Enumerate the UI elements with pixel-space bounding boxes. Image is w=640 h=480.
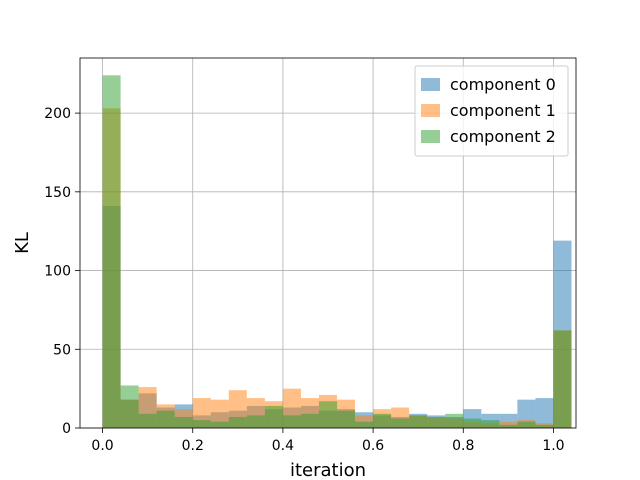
y-tick-label: 0 [62, 421, 71, 437]
legend-swatch [421, 78, 440, 91]
bar [192, 420, 211, 428]
x-tick-label: 0.4 [272, 438, 294, 454]
x-axis-label: iteration [290, 460, 366, 480]
bar [373, 413, 392, 428]
legend-swatch [421, 104, 440, 117]
series-2-bars [102, 75, 572, 428]
x-tick-label: 0.6 [362, 438, 384, 454]
legend-box [414, 65, 569, 157]
bar [300, 413, 319, 428]
bar [553, 330, 572, 428]
legend-swatch [421, 130, 440, 143]
bar [156, 410, 175, 428]
x-tick-label: 0.0 [91, 438, 113, 454]
x-tick-label: 1.0 [542, 438, 564, 454]
bars [102, 75, 572, 428]
bar [138, 413, 157, 428]
bar [463, 418, 482, 428]
legend: component 0 component 1 component 2 [414, 65, 569, 157]
y-tick-label: 150 [44, 185, 71, 201]
bar [535, 424, 554, 428]
y-tick-label: 100 [44, 264, 71, 280]
bar [499, 424, 518, 428]
bar [228, 416, 247, 428]
bar [517, 421, 536, 428]
bar [210, 399, 229, 428]
legend-label: component 2 [450, 127, 556, 146]
bar [427, 416, 446, 428]
x-tick-label: 0.8 [452, 438, 474, 454]
bar [481, 420, 500, 428]
x-tick-label: 0.2 [182, 438, 204, 454]
y-axis-label: KL [12, 232, 33, 254]
bar [264, 405, 283, 428]
plot-frame [79, 57, 577, 429]
bar [445, 413, 464, 428]
bar [210, 421, 229, 428]
bar [337, 410, 356, 428]
bar [391, 418, 410, 428]
bar [318, 401, 338, 428]
bar [282, 415, 301, 428]
bar [409, 415, 428, 428]
bar [102, 75, 121, 428]
legend-label: component 1 [450, 101, 556, 120]
y-tick-label: 200 [44, 106, 71, 122]
bar [120, 385, 139, 428]
bar [246, 415, 265, 428]
bar [174, 416, 193, 428]
bar [535, 398, 554, 428]
legend-label: component 0 [450, 75, 556, 94]
y-axis-ticks: 0 50 100 150 200 [44, 106, 80, 437]
bar [355, 421, 374, 428]
x-axis-ticks: 0.0 0.2 0.4 0.6 0.8 1.0 [91, 428, 565, 454]
y-tick-label: 50 [53, 342, 71, 358]
